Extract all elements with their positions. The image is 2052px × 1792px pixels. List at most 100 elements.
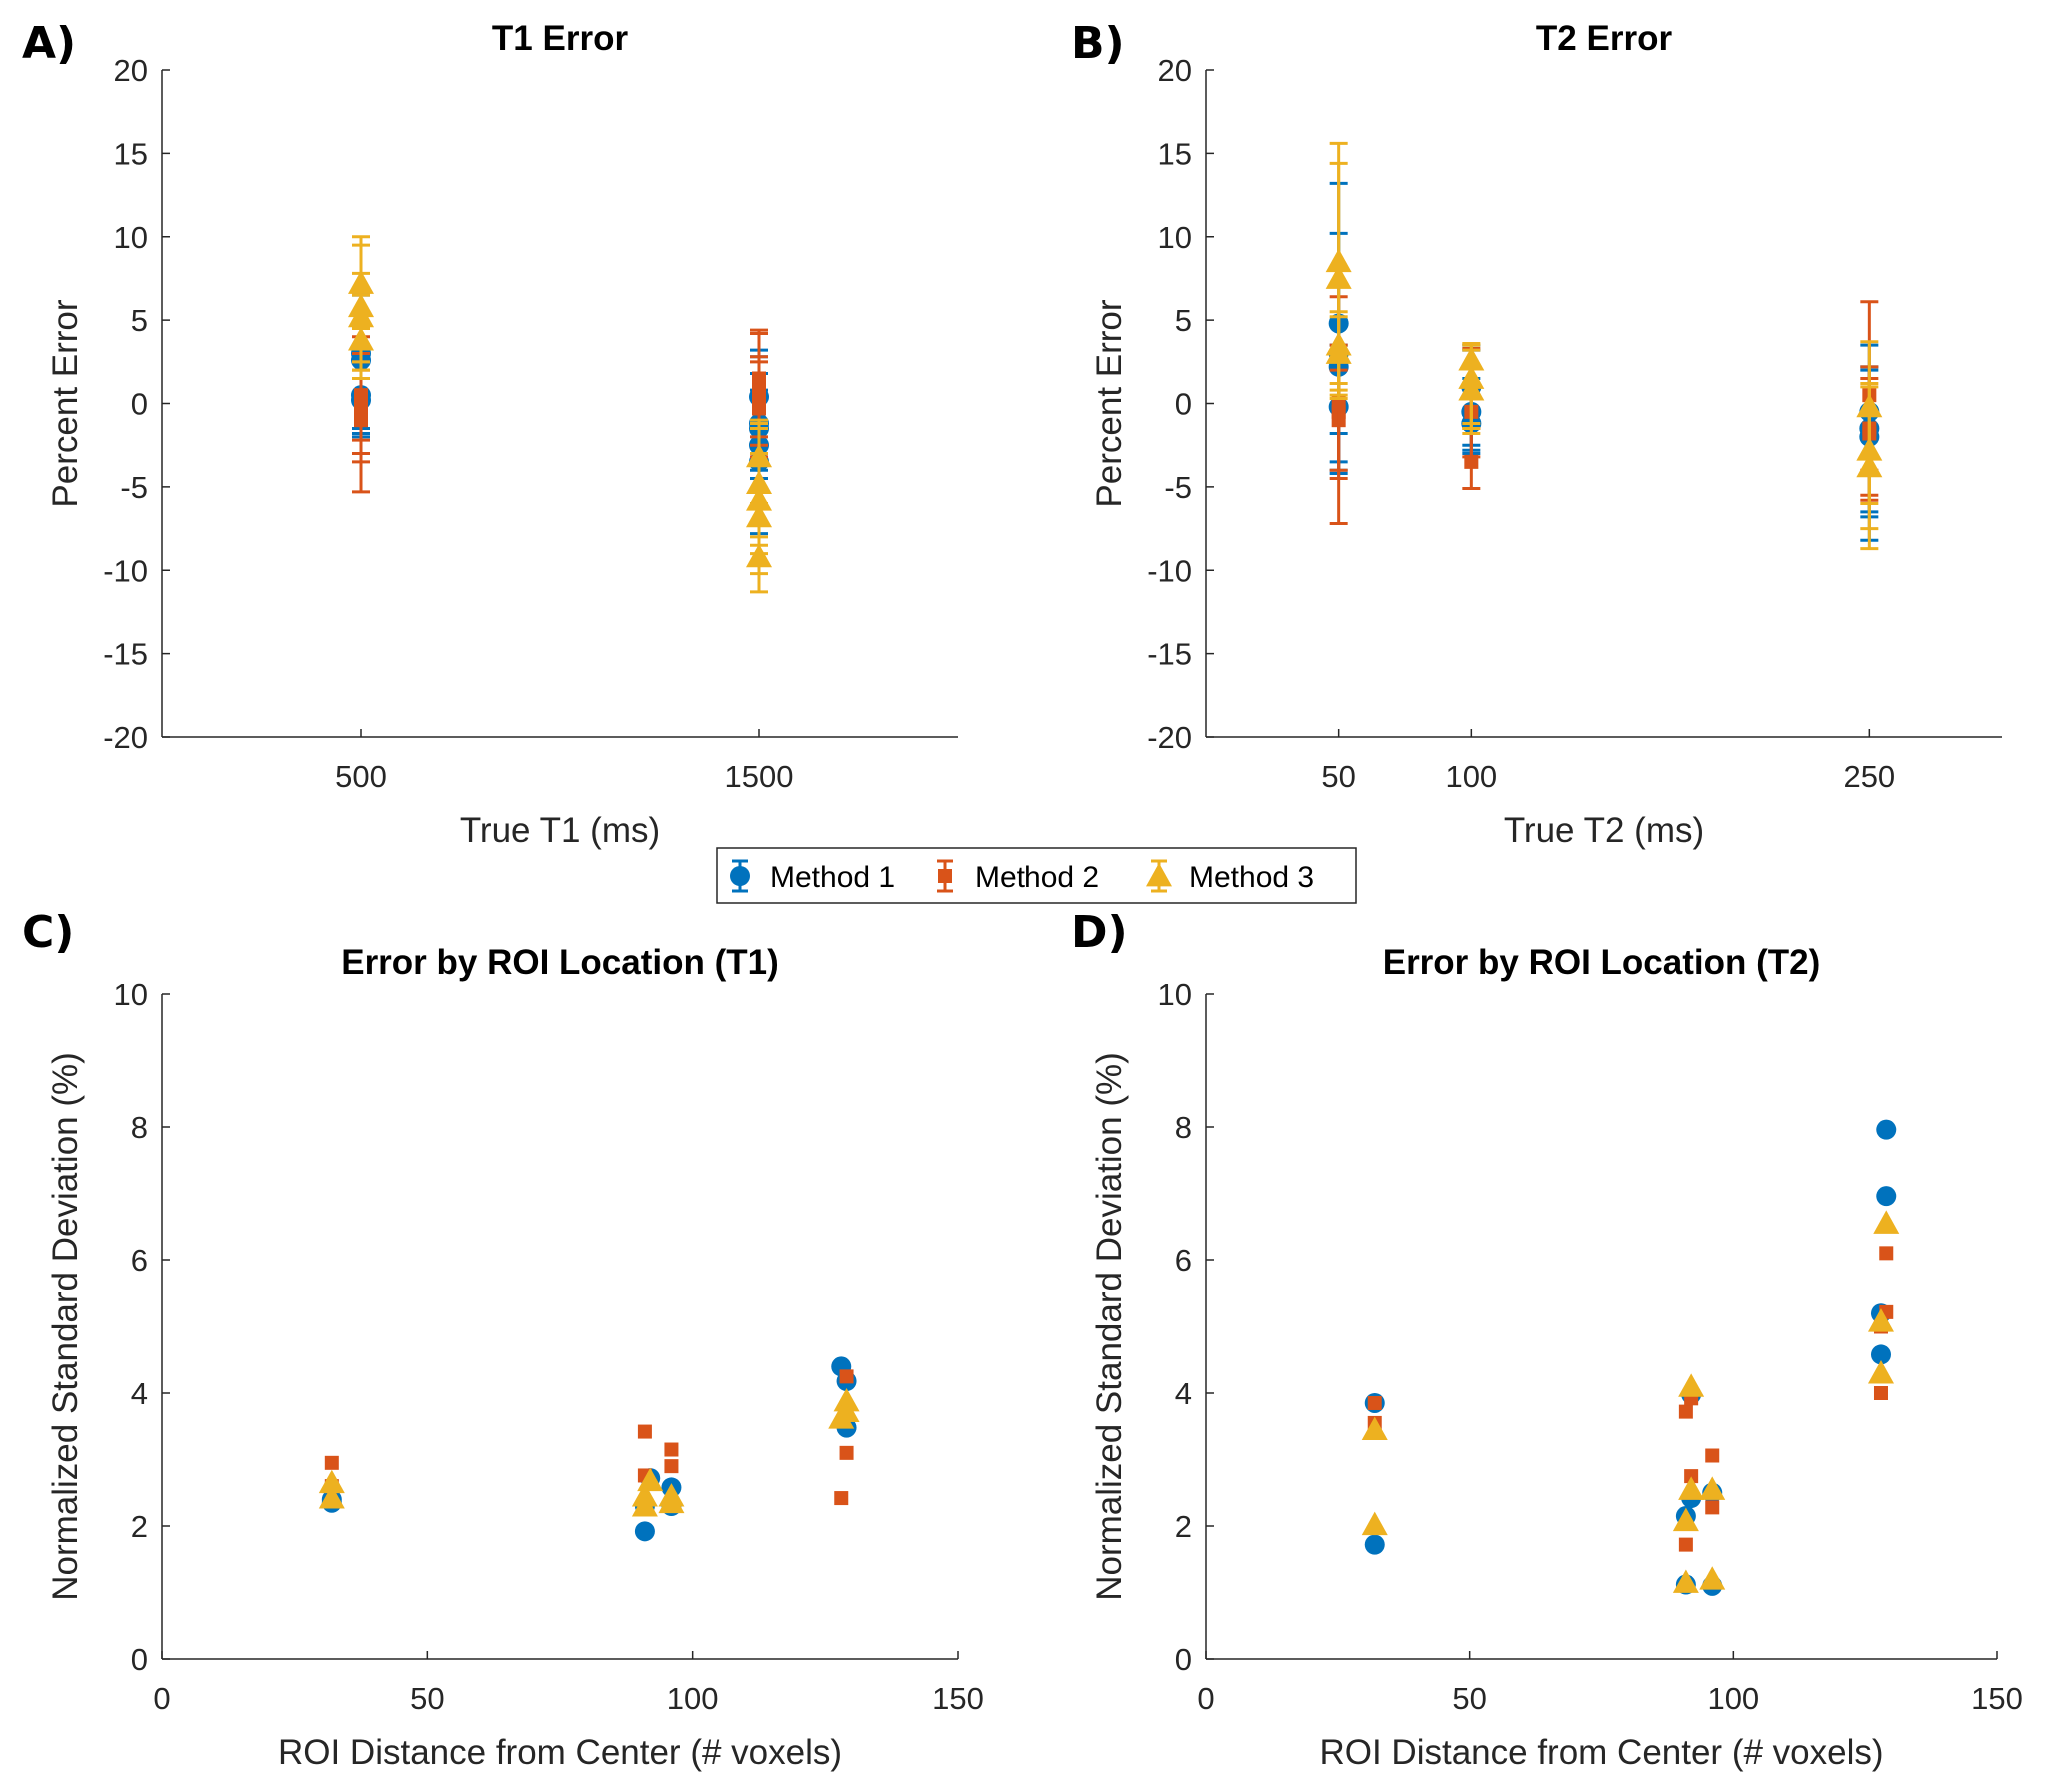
series-method-3	[1325, 141, 1883, 551]
series-method-2	[324, 1369, 854, 1506]
y-tick-label: 10	[1158, 220, 1192, 255]
series-method-2	[352, 328, 768, 494]
data-point	[1876, 1186, 1897, 1207]
panel-b: -20 -15 -10 -5 0 5 10 15 20 50 100 250 T2 Error True …	[1071, 18, 2002, 850]
x-tick-label: 1500	[725, 759, 794, 794]
data-point	[631, 1483, 658, 1507]
y-tick-label: 10	[114, 220, 148, 255]
series-method-2	[1329, 295, 1879, 526]
x-tick-label: 100	[1707, 1681, 1759, 1716]
data-point	[637, 1424, 652, 1439]
x-axis-label: True T1 (ms)	[460, 811, 660, 850]
data-point	[348, 327, 374, 351]
data-point	[1458, 377, 1485, 401]
data-point	[1678, 1537, 1693, 1552]
y-tick-label: 8	[1175, 1110, 1192, 1145]
x-tick-label: 50	[410, 1681, 444, 1716]
legend-item-method-3: Method 3	[1146, 859, 1314, 894]
y-tick-label: 2	[131, 1509, 148, 1544]
data-point	[1361, 1511, 1388, 1536]
series-method-1	[1328, 181, 1880, 542]
y-tick-label: 0	[1175, 1642, 1192, 1677]
y-tick-label: -15	[103, 637, 148, 672]
y-tick-label: -5	[120, 470, 148, 505]
data-point	[1867, 1308, 1894, 1332]
y-tick-label: 20	[114, 53, 148, 88]
y-tick-label: 15	[114, 136, 148, 171]
x-tick-label: 50	[1452, 1681, 1486, 1716]
y-tick-label: 6	[131, 1243, 148, 1278]
y-tick-label: 10	[1158, 977, 1192, 1012]
x-tick-label: 100	[667, 1681, 719, 1716]
y-tick-label: 2	[1175, 1509, 1192, 1544]
data-point	[1672, 1507, 1699, 1532]
y-axis-label: Percent Error	[1090, 299, 1129, 507]
data-point	[1672, 1569, 1699, 1593]
x-tick-label: 100	[1445, 759, 1497, 794]
y-axis-label: Normalized Standard Deviation (%)	[1090, 1052, 1129, 1601]
data-point	[834, 1491, 849, 1506]
x-axis-label: True T2 (ms)	[1504, 811, 1704, 850]
data-point	[1325, 265, 1352, 289]
panel-letter: D)	[1071, 907, 1128, 958]
data-point	[1678, 1404, 1693, 1419]
x-tick-label: 50	[1321, 759, 1355, 794]
legend-marker-icon	[1146, 863, 1172, 887]
data-point	[752, 401, 766, 416]
y-tick-label: -20	[103, 720, 148, 755]
legend-label: Method 3	[1189, 861, 1314, 894]
data-point	[839, 1445, 854, 1460]
x-tick-label: 0	[1197, 1681, 1214, 1716]
data-point	[1678, 1476, 1705, 1500]
series-method-1	[321, 1356, 857, 1542]
x-tick-label: 500	[335, 759, 387, 794]
legend-label: Method 2	[975, 861, 1099, 894]
data-point	[664, 1459, 679, 1474]
data-point	[839, 1369, 854, 1384]
data-point	[828, 1405, 855, 1429]
panel-letter: B)	[1071, 18, 1125, 69]
data-point	[1867, 1360, 1894, 1384]
legend-label: Method 1	[770, 861, 895, 894]
data-point	[658, 1489, 685, 1514]
y-axis-label: Normalized Standard Deviation (%)	[46, 1052, 85, 1601]
y-tick-label: 6	[1175, 1243, 1192, 1278]
legend: Method 1 Method 2 Method 3	[716, 847, 1357, 904]
y-tick-label: 0	[131, 1642, 148, 1677]
data-point	[318, 1485, 345, 1509]
y-tick-label: 10	[114, 977, 148, 1012]
x-tick-label: 250	[1843, 759, 1895, 794]
series-method-3	[318, 1387, 860, 1517]
y-tick-label: -10	[1147, 553, 1192, 588]
data-point	[324, 1455, 339, 1470]
chart-title: T2 Error	[1536, 19, 1673, 58]
y-tick-label: 5	[1175, 303, 1192, 338]
x-tick-label: 0	[153, 1681, 170, 1716]
series-method-3	[1361, 1210, 1900, 1593]
series-method-1	[1364, 1119, 1897, 1596]
data-point	[1705, 1448, 1720, 1463]
y-tick-label: -20	[1147, 720, 1192, 755]
series-method-3	[348, 235, 772, 594]
x-tick-label: 150	[1971, 1681, 2023, 1716]
data-point	[1364, 1534, 1385, 1555]
data-point	[634, 1521, 655, 1542]
y-tick-label: -10	[103, 553, 148, 588]
data-point	[1699, 1476, 1726, 1500]
y-tick-label: 4	[1175, 1376, 1192, 1411]
legend-marker-icon	[730, 866, 750, 886]
data-point	[1367, 1395, 1382, 1410]
series-method-1	[351, 293, 769, 536]
y-tick-label: -5	[1164, 470, 1192, 505]
data-point	[664, 1442, 679, 1457]
data-point	[1331, 396, 1346, 411]
data-point	[1876, 1119, 1897, 1140]
y-tick-label: -15	[1147, 637, 1192, 672]
panel-a: -20 -15 -10 -5 0 5 10 15 20 500 1500 T1 Error True T…	[22, 18, 958, 850]
panel-letter: A)	[22, 18, 76, 69]
data-point	[1699, 1566, 1726, 1590]
chart-title: T1 Error	[492, 19, 629, 58]
y-tick-label: 4	[131, 1376, 148, 1411]
